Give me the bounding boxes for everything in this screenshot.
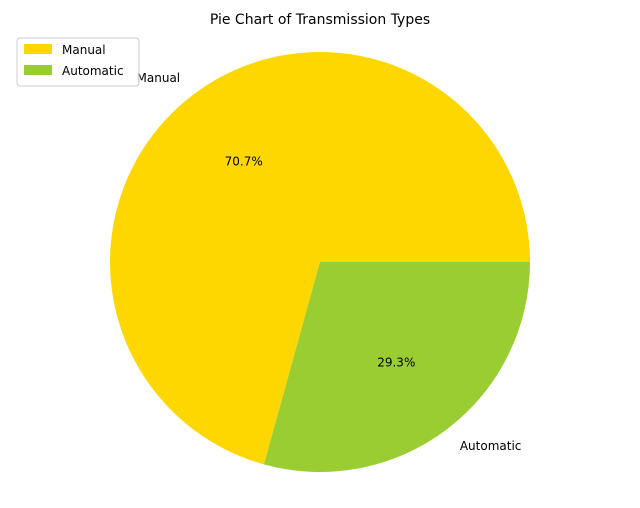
slice-percent-automatic: 29.3% bbox=[377, 355, 415, 369]
slice-percent-manual: 70.7% bbox=[225, 155, 263, 169]
slice-labels: Manual Automatic bbox=[137, 71, 522, 453]
pie-slice-manual bbox=[110, 52, 530, 465]
pie-slice-automatic bbox=[263, 262, 530, 472]
legend-swatch-manual bbox=[24, 44, 52, 54]
chart-legend: Manual Automatic bbox=[16, 37, 140, 87]
slice-label-manual: Manual bbox=[137, 71, 181, 85]
chart-title: Pie Chart of Transmission Types bbox=[210, 12, 430, 28]
legend-label-manual: Manual bbox=[62, 43, 106, 57]
legend-swatch-automatic bbox=[24, 65, 52, 75]
slice-percent-labels: 70.7% 29.3% bbox=[225, 155, 416, 370]
legend-label-automatic: Automatic bbox=[62, 64, 124, 78]
pie-slices bbox=[110, 52, 530, 472]
slice-label-automatic: Automatic bbox=[460, 439, 522, 453]
